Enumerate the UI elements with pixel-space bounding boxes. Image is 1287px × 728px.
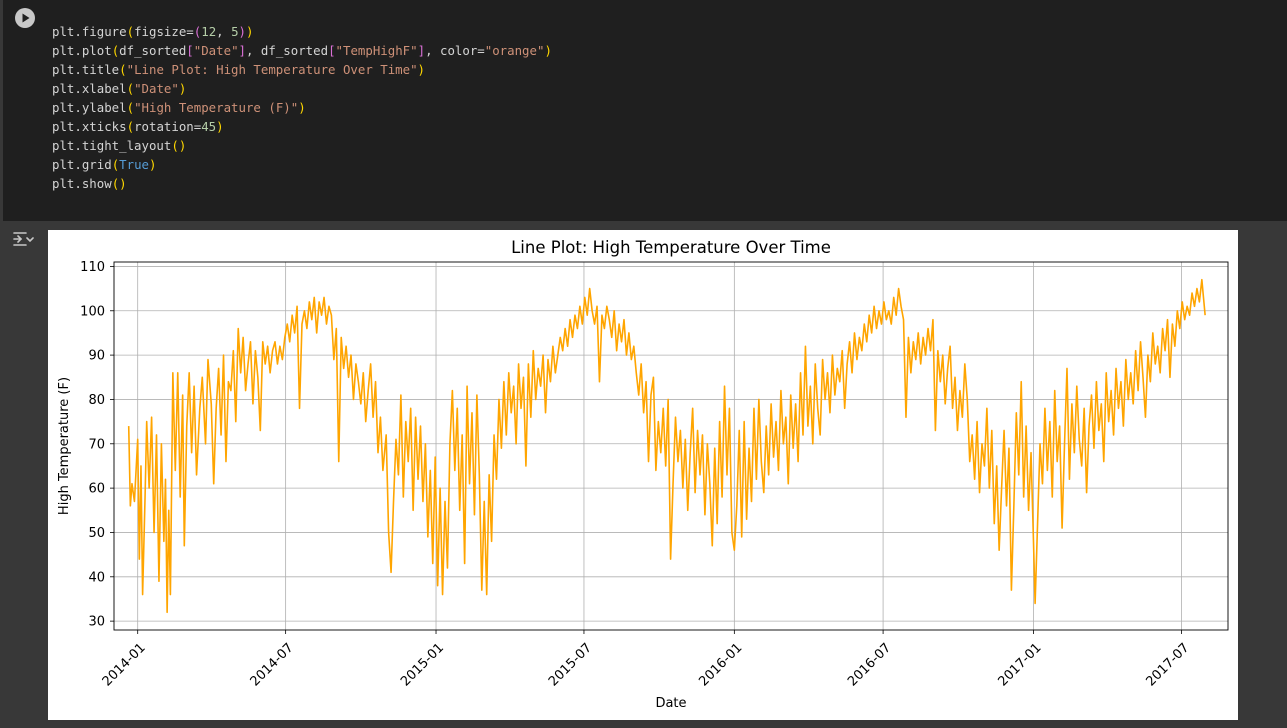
temperature-series-line [127,278,1206,614]
y-tick-label: 70 [88,437,105,452]
code-line: plt.xlabel("Date") [52,81,187,96]
y-axis-label: High Temperature (F) [57,377,72,515]
y-tick-label: 80 [88,393,105,408]
x-axis-label: Date [655,696,686,711]
code-line: plt.figure(figsize=(12, 5)) [52,24,254,39]
run-cell-button[interactable] [15,8,35,28]
y-tick-label: 110 [80,260,105,275]
chart-title: Line Plot: High Temperature Over Time [511,238,831,257]
y-tick-label: 90 [88,349,105,364]
code-line: plt.tight_layout() [52,138,187,153]
output-menu-icon[interactable] [12,230,34,248]
x-tick-label: 2015-07 [546,640,595,689]
x-tick-label: 2016-07 [845,640,894,689]
y-tick-label: 50 [88,526,105,541]
y-tick-label: 60 [88,482,105,497]
play-icon [22,13,30,23]
x-tick-label: 2017-01 [996,640,1045,689]
code-line: plt.show() [52,176,127,191]
code-line: plt.title("Line Plot: High Temperature O… [52,62,426,77]
plot-frame [113,261,1229,631]
code-line: plt.ylabel("High Temperature (F)") [52,100,306,115]
line-chart: 30 40 50 60 70 80 90 100 110 2014-01 2014-07 2015-0… [57,238,1229,711]
axis-ticks: 30 40 50 60 70 80 90 100 110 2014-01 2014-07 2015-0… [80,260,1192,690]
y-tick-label: 100 [80,304,105,319]
y-tick-label: 40 [88,570,105,585]
code-cell[interactable]: plt.figure(figsize=(12, 5)) plt.plot(df_s… [3,0,1287,221]
y-tick-label: 30 [88,615,105,630]
code-line: plt.plot(df_sorted["Date"], df_sorted["T… [52,43,552,58]
x-tick-label: 2014-01 [100,640,149,689]
code-line: plt.xticks(rotation=45) [52,119,224,134]
code-editor[interactable]: plt.figure(figsize=(12, 5)) plt.plot(df_s… [52,22,552,193]
cell-output: 30 40 50 60 70 80 90 100 110 2014-01 2014-07 2015-0… [48,230,1238,720]
x-tick-label: 2016-01 [696,640,745,689]
x-tick-label: 2014-07 [248,640,297,689]
x-tick-label: 2017-07 [1143,640,1192,689]
x-tick-label: 2015-01 [398,640,447,689]
code-line: plt.grid(True) [52,157,157,172]
